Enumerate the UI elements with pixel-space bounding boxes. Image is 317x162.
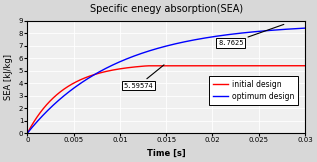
optimum design — [303, 27, 307, 29]
optimum design — [25, 132, 29, 134]
Text: 5.59574: 5.59574 — [124, 65, 164, 89]
optimum design — [244, 32, 248, 34]
optimum design — [160, 46, 164, 48]
initial design — [244, 65, 248, 67]
Text: 8.7625: 8.7625 — [218, 24, 284, 46]
initial design — [153, 65, 157, 67]
X-axis label: Time [s]: Time [s] — [147, 149, 185, 158]
initial design — [303, 65, 307, 67]
Y-axis label: SEA [kJ/kg]: SEA [kJ/kg] — [4, 54, 13, 100]
Legend: initial design, optimum design: initial design, optimum design — [209, 76, 298, 105]
Title: Specific enegy absorption(SEA): Specific enegy absorption(SEA) — [90, 4, 243, 14]
initial design — [25, 132, 29, 134]
optimum design — [295, 28, 299, 29]
initial design — [160, 65, 164, 67]
Line: optimum design: optimum design — [27, 28, 305, 133]
optimum design — [295, 28, 299, 29]
optimum design — [40, 116, 43, 118]
initial design — [295, 65, 299, 67]
optimum design — [153, 48, 157, 50]
Line: initial design: initial design — [27, 66, 305, 133]
initial design — [295, 65, 299, 67]
initial design — [40, 110, 43, 112]
